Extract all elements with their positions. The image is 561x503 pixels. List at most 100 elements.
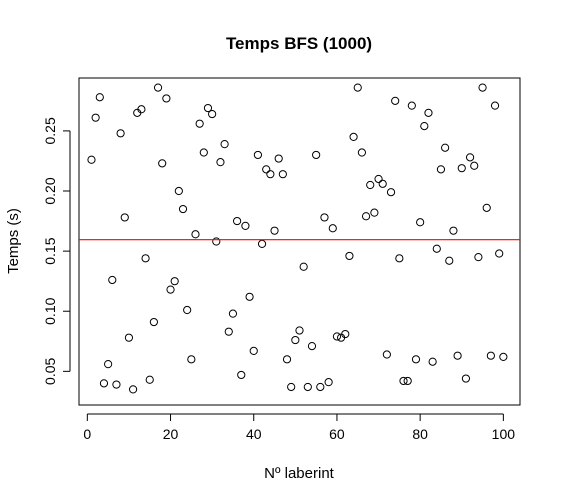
data-point [137,105,146,114]
data-point [266,170,275,179]
data-point [461,374,471,383]
data-point [232,216,242,226]
data-point [341,329,350,339]
y-tick-label: 0.05 [42,358,58,385]
data-point [386,188,396,197]
data-point [212,237,221,246]
data-point [478,83,487,92]
data-point [378,179,387,188]
x-tick-label: 80 [412,426,428,442]
data-point [370,208,379,217]
y-tick-label: 0.20 [42,177,58,204]
x-axis-ticks: 0 20 40 60 80 100 [83,414,515,442]
data-point [241,221,250,230]
data-point [253,150,262,160]
data-point [436,165,446,174]
data-point [278,170,287,179]
data-point [183,305,192,315]
data-point [432,244,441,253]
data-point [270,226,279,235]
data-point [108,275,117,285]
data-point [486,351,495,360]
data-point [128,385,138,394]
data-point [178,204,188,214]
data-point [216,158,225,167]
data-point [357,148,367,157]
data-point [187,355,196,364]
data-point [120,213,129,222]
data-point [474,253,483,262]
x-tick-label: 0 [83,426,91,442]
y-tick-label: 0.10 [42,297,58,324]
data-point [391,96,400,105]
data-point [307,341,317,351]
data-point [453,351,462,360]
data-point [257,239,267,249]
data-point [441,143,450,152]
data-point [465,153,475,162]
data-point [195,119,204,128]
x-tick-label: 40 [246,426,262,442]
data-point [445,256,454,265]
data-point [411,355,421,364]
y-axis-label: Temps (s) [5,208,22,274]
data-point [495,249,504,258]
data-point [153,83,163,92]
data-point [208,109,217,119]
data-point [99,379,109,388]
data-point [349,132,358,142]
data-point [191,230,200,239]
data-point [407,101,416,110]
data-point [449,226,458,235]
data-point [399,376,408,386]
data-point [499,352,508,362]
data-point [332,332,342,341]
data-point [237,370,246,380]
data-point [482,203,491,212]
data-point [141,254,150,263]
data-point [428,357,437,366]
data-point [203,103,213,113]
data-point [220,140,229,149]
data-point [312,150,321,160]
data-point [112,380,121,389]
data-point [382,350,391,359]
data-point [158,159,167,168]
data-point [262,165,271,174]
data-point [282,355,292,364]
data-point [303,382,312,392]
data-points [87,83,508,394]
data-point [424,108,433,117]
data-point [403,376,412,386]
data-point [361,212,371,221]
x-tick-label: 100 [492,426,516,442]
data-point [320,213,329,222]
data-point [457,164,466,173]
y-tick-label: 0.25 [42,117,58,144]
data-point [224,327,233,336]
plot-frame [78,77,521,406]
data-point [316,382,325,392]
data-point [116,129,125,138]
x-axis-label: Nº laberint [264,465,335,482]
data-point [470,161,479,170]
data-point [345,251,354,261]
data-point [245,292,254,301]
x-tick-label: 60 [329,426,345,442]
data-point [374,174,383,184]
data-point [228,309,238,318]
data-point [291,335,300,345]
y-axis-ticks: 0.05 0.10 0.15 0.20 0.25 [42,117,70,385]
data-point [295,326,304,335]
data-point [87,155,96,164]
data-point [95,93,104,102]
chart-title: Temps BFS (1000) [226,34,372,53]
data-point [145,375,154,384]
data-point [170,277,179,286]
data-point [490,101,500,110]
data-point [149,317,158,327]
data-point [287,382,296,392]
data-point [166,285,175,294]
data-point [249,346,258,356]
